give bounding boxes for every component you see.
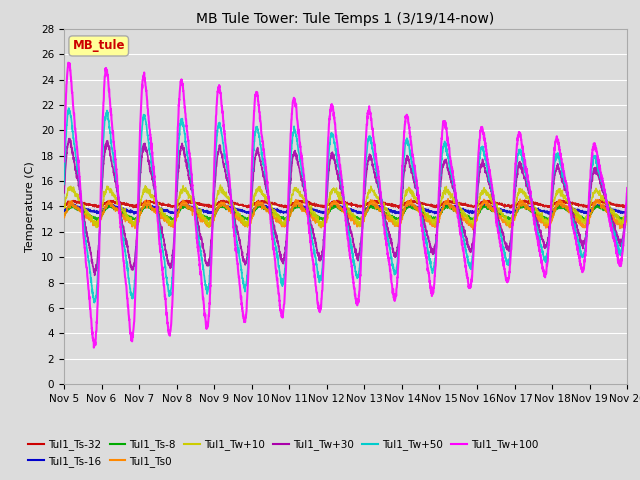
Y-axis label: Temperature (C): Temperature (C) bbox=[26, 161, 35, 252]
Text: MB_tule: MB_tule bbox=[72, 39, 125, 52]
Legend: Tul1_Ts-32, Tul1_Ts-16, Tul1_Ts-8, Tul1_Ts0, Tul1_Tw+10, Tul1_Tw+30, Tul1_Tw+50,: Tul1_Ts-32, Tul1_Ts-16, Tul1_Ts-8, Tul1_… bbox=[24, 435, 543, 471]
Title: MB Tule Tower: Tule Temps 1 (3/19/14-now): MB Tule Tower: Tule Temps 1 (3/19/14-now… bbox=[196, 12, 495, 26]
